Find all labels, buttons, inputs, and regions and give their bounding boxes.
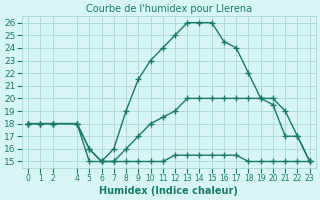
X-axis label: Humidex (Indice chaleur): Humidex (Indice chaleur) <box>100 186 238 196</box>
Title: Courbe de l'humidex pour Llerena: Courbe de l'humidex pour Llerena <box>86 4 252 14</box>
